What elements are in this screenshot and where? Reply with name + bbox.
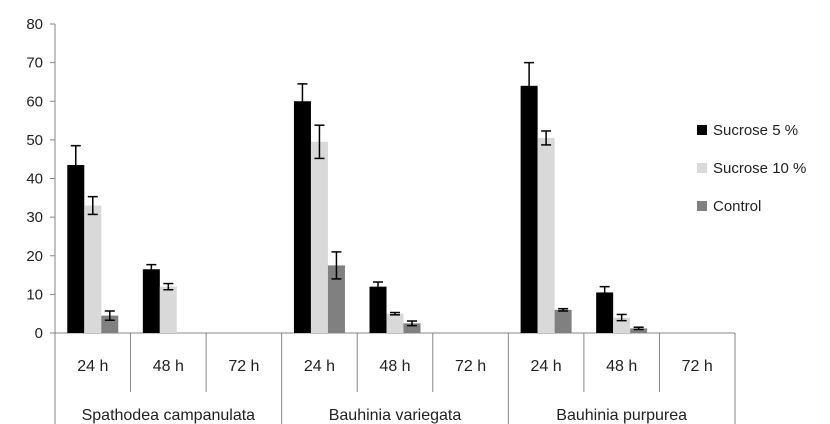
legend-label: Sucrose 5 % [713, 122, 798, 139]
bar [142, 269, 160, 333]
x-tick-label: 72 h [682, 358, 713, 375]
bar [537, 137, 555, 333]
y-tick-label: 60 [26, 93, 43, 110]
x-tick-label: 24 h [531, 358, 562, 375]
x-tick-label: 24 h [77, 358, 108, 375]
x-tick-label: 72 h [228, 358, 259, 375]
x-tick-label: 24 h [304, 358, 335, 375]
bar [613, 317, 631, 333]
bar [293, 101, 311, 333]
bar [596, 292, 614, 333]
x-tick-label: 48 h [153, 358, 184, 375]
y-tick-label: 0 [35, 325, 43, 342]
x-tick-label: 48 h [379, 358, 410, 375]
legend-swatch [697, 163, 707, 173]
bar [310, 141, 328, 333]
group-label: Spathodea campanulata [82, 407, 256, 424]
x-tick-label: 72 h [455, 358, 486, 375]
bar [520, 85, 538, 333]
y-tick-label: 80 [26, 16, 43, 33]
bar [67, 164, 85, 333]
bar [159, 286, 177, 333]
chart-bars [67, 61, 648, 333]
legend-label: Sucrose 10 % [713, 160, 806, 177]
y-tick-label: 70 [26, 55, 43, 72]
chart-axes: 0 10 20 30 40 50 60 70 80 24 h 48 h 72 h 24 h 48 h 72 … [26, 16, 736, 424]
bar [369, 286, 387, 333]
bar [630, 328, 648, 333]
legend-label: Control [713, 198, 761, 215]
y-tick-label: 30 [26, 209, 43, 226]
bar [386, 313, 404, 333]
legend-swatch [697, 125, 707, 135]
y-tick-label: 50 [26, 132, 43, 149]
bar [327, 265, 345, 333]
y-tick-label: 40 [26, 171, 43, 188]
group-label: Bauhinia variegata [329, 407, 462, 424]
bar [84, 205, 102, 333]
bar [403, 323, 421, 333]
legend-swatch [697, 201, 707, 211]
y-tick-label: 20 [26, 248, 43, 265]
x-tick-label: 48 h [606, 358, 637, 375]
group-label: Bauhinia purpurea [556, 407, 687, 424]
y-tick-label: 10 [26, 286, 43, 303]
bar [554, 309, 572, 333]
chart-legend: Sucrose 5 % Sucrose 10 % Control [697, 122, 806, 215]
